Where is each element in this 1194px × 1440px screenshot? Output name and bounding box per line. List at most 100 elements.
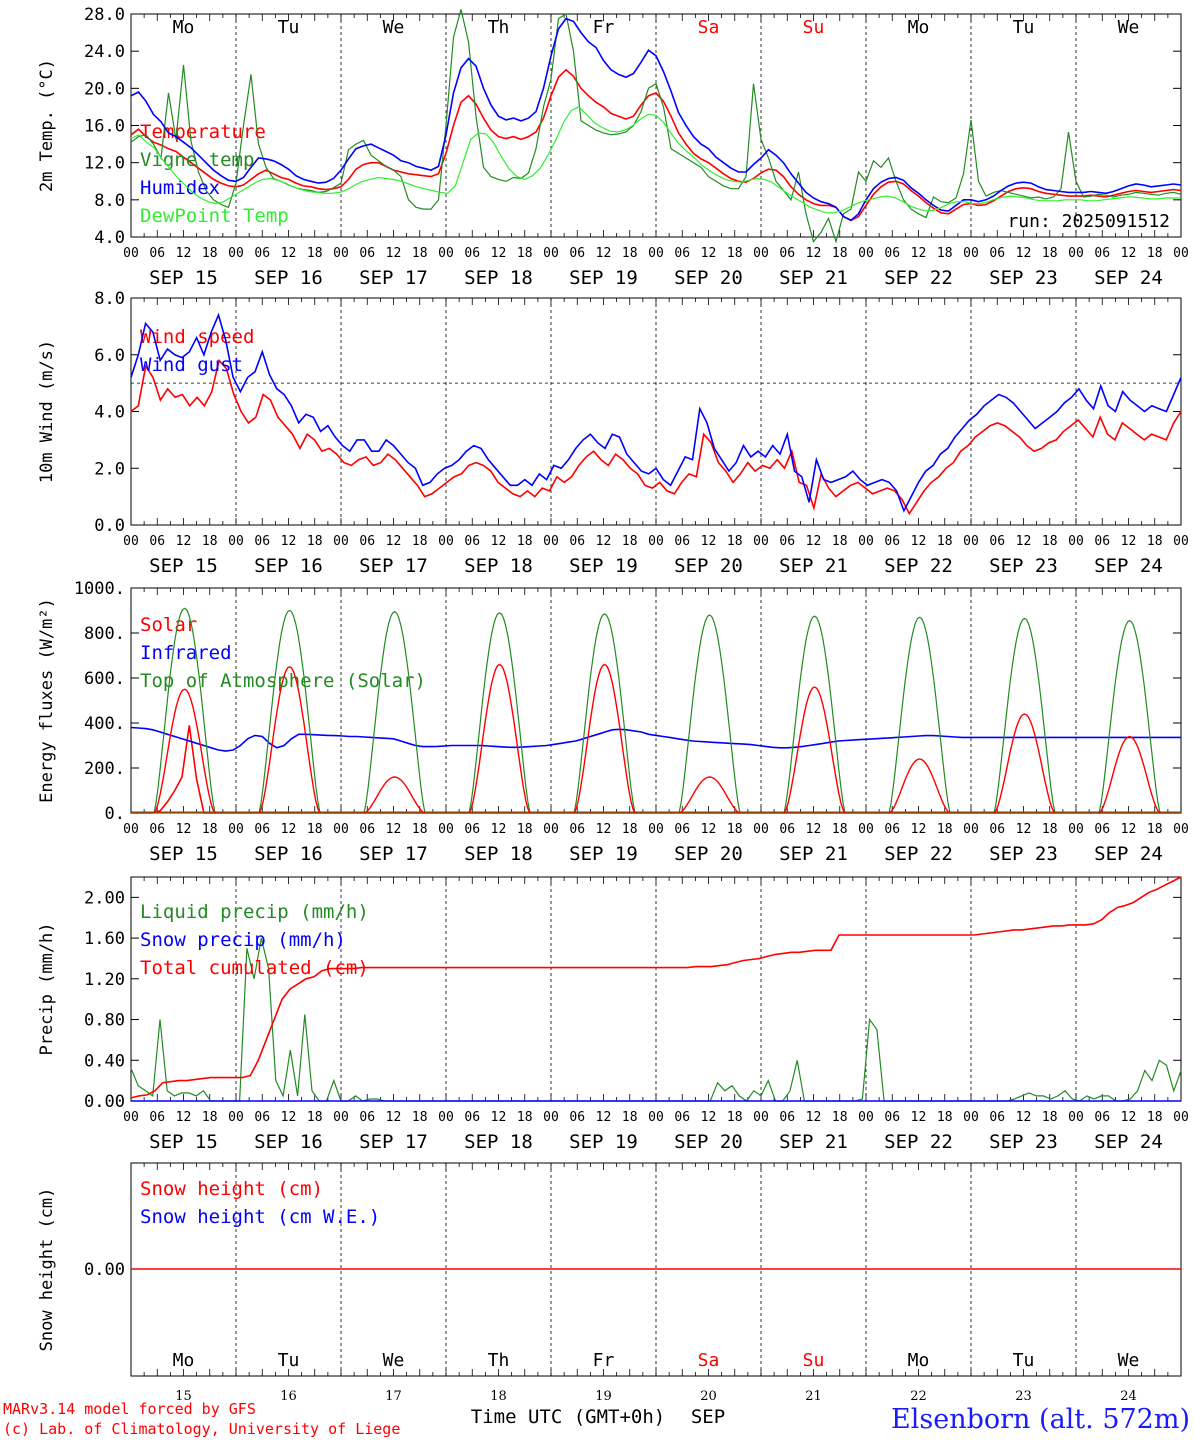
toa-solar-curve [783,615,846,814]
date-label: SEP 20 [674,843,743,865]
hour-label: 06 [779,246,795,261]
date-label: SEP 19 [569,555,638,577]
date-label: SEP 17 [359,1131,428,1153]
hour-label: 06 [884,246,900,261]
series-line-temp-1 [130,9,1182,244]
weekday-label: Mo [908,1350,930,1371]
hour-label: 18 [727,1110,743,1125]
hour-label: 18 [1042,246,1058,261]
hour-label: 00 [123,1110,139,1125]
hour-label: 18 [937,534,953,549]
hour-label: 06 [254,1110,270,1125]
run-label: run: 2025091512 [1007,211,1170,232]
hour-label: 00 [1068,246,1084,261]
solar-curve [888,758,951,814]
hour-label: 18 [1147,1110,1163,1125]
hour-label: 06 [1094,822,1110,837]
day-number-label: 19 [595,1389,612,1404]
legend-entry: Solar [140,614,197,636]
hour-label: 00 [753,534,769,549]
panel-energy: 0. 200. 400. 600. 800. 1000. Energy fluxes (W/… [37,579,1189,865]
hour-label: 06 [779,534,795,549]
date-label: SEP 22 [884,555,953,577]
weekday-label: Mo [173,17,195,38]
hour-label: 18 [727,534,743,549]
toa-solar-curve [888,616,951,814]
date-label: SEP 24 [1094,267,1163,289]
solar-curve [468,663,531,814]
toa-solar-curve [153,607,216,814]
hour-label: 00 [438,822,454,837]
hour-label: 18 [517,822,533,837]
hour-label: 00 [1173,246,1189,261]
hour-label: 18 [307,534,323,549]
y-tick-label: 2.00 [84,888,125,908]
hour-label: 00 [753,246,769,261]
hour-label: 18 [1147,822,1163,837]
hour-label: 12 [386,534,402,549]
legend-entry: Infrared [140,642,232,664]
solar-curve [993,713,1056,814]
hour-label: 18 [937,1110,953,1125]
hour-label: 18 [307,822,323,837]
hour-label: 00 [963,246,979,261]
weekday-label: Fr [593,1350,615,1371]
hour-label: 00 [963,822,979,837]
panel-temp: 4.0 8.0 12.0 16.0 20.0 24.0 28.0 2m Temp. (°C) T… [37,5,1189,289]
toa-solar-curve [573,613,636,814]
date-label: SEP 23 [989,1131,1058,1153]
legend-entry: Snow height (cm W.E.) [140,1206,380,1228]
hour-label: 12 [911,822,927,837]
hour-label: 06 [464,822,480,837]
date-label: SEP 16 [254,267,323,289]
hour-label: 18 [202,1110,218,1125]
day-number-label: 21 [805,1389,822,1404]
hour-label: 06 [674,534,690,549]
weekday-label: Tu [1013,1350,1035,1371]
plot-frame [130,587,1182,814]
y-tick-label: 800. [84,624,125,644]
day-number-label: 20 [700,1389,717,1404]
hour-label: 12 [1121,822,1137,837]
date-label: SEP 22 [884,267,953,289]
solar-curve [258,665,321,814]
hour-label: 06 [884,534,900,549]
date-label: SEP 18 [464,843,533,865]
hour-label: 00 [858,246,874,261]
hour-label: 12 [281,246,297,261]
y-tick-label: 0.0 [94,516,125,536]
hour-label: 18 [412,822,428,837]
y-axis-label: 10m Wind (m/s) [37,340,57,483]
hour-label: 12 [701,822,717,837]
toa-solar-curve [993,617,1056,814]
panel-wind: 0.0 2.0 4.0 6.0 8.0 10m Wind (m/s) Wind speed W… [37,289,1189,577]
hour-label: 12 [1016,1110,1032,1125]
solar-curve [573,663,636,814]
hour-label: 06 [569,822,585,837]
hour-label: 06 [149,534,165,549]
hour-label: 06 [989,822,1005,837]
date-label: SEP 19 [569,843,638,865]
hour-label: 12 [281,822,297,837]
series-line-temp-2 [130,17,1182,222]
date-label: SEP 23 [989,555,1058,577]
legend-entry: Vigne temp [140,149,254,171]
hour-label: 18 [307,246,323,261]
hour-label: 18 [1147,246,1163,261]
date-label: SEP 22 [884,843,953,865]
hour-label: 00 [333,246,349,261]
date-label: SEP 17 [359,843,428,865]
date-label: SEP 15 [149,1131,218,1153]
hour-label: 18 [307,1110,323,1125]
y-tick-label: 16.0 [84,117,125,137]
date-label: SEP 16 [254,555,323,577]
y-axis-label: Precip (mm/h) [37,922,57,1055]
hour-label: 06 [989,1110,1005,1125]
hour-label: 06 [989,246,1005,261]
hour-label: 12 [596,534,612,549]
panel-precip: 0.00 0.40 0.80 1.20 1.60 2.00 Precip (mm/h) Liq… [37,876,1189,1153]
y-tick-label: 1.20 [84,970,125,990]
date-label: SEP 15 [149,555,218,577]
hour-label: 12 [911,534,927,549]
hour-label: 00 [858,1110,874,1125]
